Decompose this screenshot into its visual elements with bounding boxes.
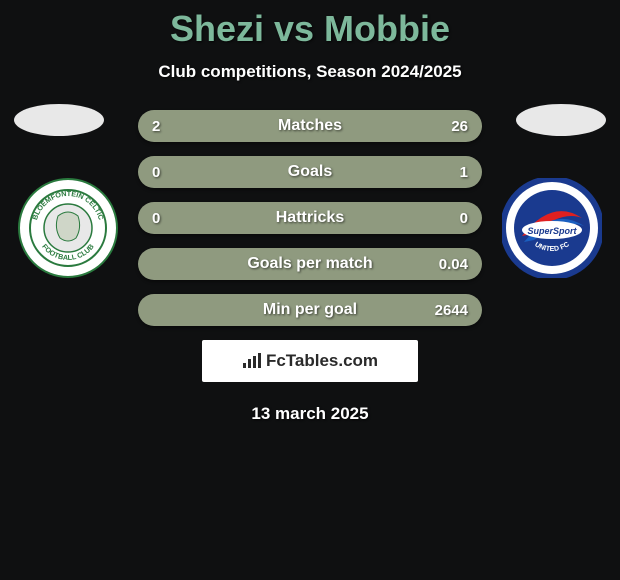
- team-badge-left: BLOEMFONTEIN CELTIC FOOTBALL CLUB: [18, 178, 118, 278]
- stat-label: Goals per match: [138, 255, 482, 273]
- bloemfontein-celtic-logo-icon: BLOEMFONTEIN CELTIC FOOTBALL CLUB: [18, 178, 118, 278]
- stat-right-value: 0.04: [439, 256, 468, 273]
- bar-chart-icon: [242, 353, 262, 369]
- subtitle: Club competitions, Season 2024/2025: [0, 62, 620, 82]
- stat-right-value: 2644: [435, 302, 468, 319]
- stat-row: Goals per match 0.04: [138, 248, 482, 280]
- brand-label: FcTables.com: [242, 351, 378, 371]
- stat-label: Min per goal: [138, 301, 482, 319]
- stat-left-value: 0: [152, 164, 160, 181]
- brand-text: FcTables.com: [266, 351, 378, 371]
- stat-label: Matches: [138, 117, 482, 135]
- stats-list: 2 Matches 26 0 Goals 1 0 Hattricks 0 Goa…: [138, 110, 482, 326]
- stat-right-value: 0: [460, 210, 468, 227]
- team-badge-right: SuperSport UNITED FC: [502, 178, 602, 278]
- svg-text:SuperSport: SuperSport: [527, 226, 577, 236]
- content-area: BLOEMFONTEIN CELTIC FOOTBALL CLUB SuperS…: [0, 110, 620, 424]
- stat-left-value: 0: [152, 210, 160, 227]
- stat-row: 0 Hattricks 0: [138, 202, 482, 234]
- stat-row: 2 Matches 26: [138, 110, 482, 142]
- brand-banner[interactable]: FcTables.com: [202, 340, 418, 382]
- player-left-ellipse: [14, 104, 104, 136]
- stat-label: Hattricks: [138, 209, 482, 227]
- stat-row: Min per goal 2644: [138, 294, 482, 326]
- stat-right-value: 26: [451, 118, 468, 135]
- stat-left-value: 2: [152, 118, 160, 135]
- player-right-ellipse: [516, 104, 606, 136]
- stat-right-value: 1: [460, 164, 468, 181]
- stat-row: 0 Goals 1: [138, 156, 482, 188]
- page-title: Shezi vs Mobbie: [0, 0, 620, 50]
- footer-date: 13 march 2025: [0, 404, 620, 424]
- stat-label: Goals: [138, 163, 482, 181]
- supersport-united-logo-icon: SuperSport UNITED FC: [502, 178, 602, 278]
